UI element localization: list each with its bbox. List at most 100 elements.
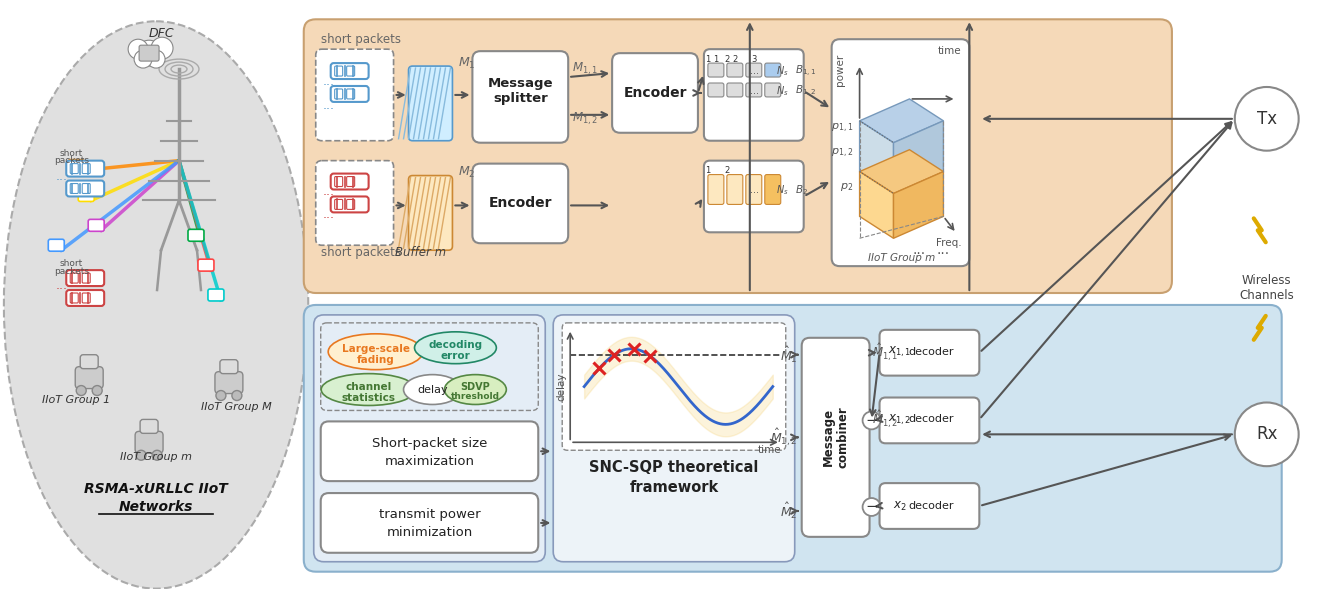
Text: decoder: decoder: [908, 501, 955, 511]
Ellipse shape: [404, 375, 462, 405]
FancyBboxPatch shape: [214, 372, 242, 394]
Text: Encoder: Encoder: [624, 86, 687, 100]
Text: delay: delay: [556, 372, 567, 401]
FancyBboxPatch shape: [331, 196, 368, 212]
Text: channel: channel: [346, 382, 392, 392]
Text: short: short: [60, 258, 83, 268]
Circle shape: [862, 411, 880, 430]
Text: ...: ...: [323, 185, 335, 198]
FancyBboxPatch shape: [879, 398, 980, 443]
Text: delay: delay: [417, 385, 448, 395]
FancyBboxPatch shape: [727, 83, 743, 97]
Text: packets: packets: [54, 267, 89, 276]
Circle shape: [136, 450, 146, 460]
Text: transmit power: transmit power: [379, 509, 481, 522]
Text: $B_{1,1}$: $B_{1,1}$: [794, 64, 816, 78]
Text: Networks: Networks: [119, 500, 193, 514]
FancyBboxPatch shape: [704, 160, 804, 232]
Text: 2: 2: [732, 55, 737, 64]
FancyBboxPatch shape: [745, 63, 761, 77]
Polygon shape: [894, 172, 944, 238]
Text: $\hat{M}_2$: $\hat{M}_2$: [780, 501, 798, 521]
Polygon shape: [859, 172, 894, 238]
Text: framework: framework: [629, 480, 719, 494]
FancyBboxPatch shape: [140, 419, 158, 433]
Text: Message
splitter: Message splitter: [487, 77, 553, 105]
FancyBboxPatch shape: [745, 175, 761, 204]
FancyBboxPatch shape: [315, 49, 393, 141]
FancyBboxPatch shape: [208, 289, 224, 301]
Text: $M_{1,1}$: $M_{1,1}$: [572, 61, 598, 77]
Text: Tx: Tx: [1256, 110, 1276, 128]
Text: $B_2$: $B_2$: [794, 183, 808, 198]
Text: Short-packet size: Short-packet size: [372, 437, 487, 450]
FancyBboxPatch shape: [48, 240, 65, 251]
Polygon shape: [859, 150, 944, 194]
FancyBboxPatch shape: [727, 63, 743, 77]
FancyBboxPatch shape: [66, 160, 105, 176]
Text: ...: ...: [937, 243, 951, 257]
Text: $p_{1,2}$: $p_{1,2}$: [831, 147, 854, 160]
FancyBboxPatch shape: [473, 51, 568, 143]
FancyBboxPatch shape: [708, 83, 724, 97]
FancyBboxPatch shape: [704, 49, 804, 141]
Text: ...: ...: [323, 99, 335, 112]
FancyBboxPatch shape: [409, 176, 453, 250]
FancyBboxPatch shape: [66, 270, 105, 286]
FancyBboxPatch shape: [563, 323, 785, 450]
Text: $N_s$: $N_s$: [776, 84, 788, 98]
Text: $\hat{M}_1$: $\hat{M}_1$: [780, 345, 798, 365]
Text: decoder: decoder: [908, 347, 955, 357]
Text: 1: 1: [706, 55, 711, 64]
Circle shape: [77, 386, 86, 395]
Ellipse shape: [414, 332, 496, 363]
Text: ...: ...: [323, 208, 335, 221]
Text: decoder: decoder: [908, 414, 955, 424]
FancyBboxPatch shape: [220, 360, 238, 373]
FancyBboxPatch shape: [78, 189, 94, 201]
Text: IIoT Group 1: IIoT Group 1: [42, 395, 110, 405]
Ellipse shape: [328, 334, 422, 370]
Text: 1: 1: [706, 166, 711, 175]
FancyBboxPatch shape: [331, 173, 368, 189]
Text: Message
combiner: Message combiner: [822, 407, 850, 468]
FancyBboxPatch shape: [727, 175, 743, 204]
Text: power: power: [834, 54, 845, 86]
Circle shape: [216, 391, 226, 401]
FancyBboxPatch shape: [612, 53, 698, 133]
Text: $p_{1,1}$: $p_{1,1}$: [831, 122, 854, 135]
Text: $B_{1,2}$: $B_{1,2}$: [794, 83, 816, 99]
Text: fading: fading: [356, 355, 395, 365]
Text: $x_2$: $x_2$: [892, 500, 907, 513]
Text: packets: packets: [54, 156, 89, 165]
Text: RSMA-xURLLC IIoT: RSMA-xURLLC IIoT: [85, 482, 228, 496]
Text: Wireless
Channels: Wireless Channels: [1239, 274, 1294, 302]
FancyBboxPatch shape: [314, 315, 545, 562]
FancyBboxPatch shape: [315, 160, 393, 245]
Text: maximization: maximization: [384, 455, 474, 468]
Text: DFC: DFC: [148, 27, 173, 40]
Text: 3: 3: [751, 55, 756, 64]
FancyBboxPatch shape: [75, 366, 103, 389]
Text: ...: ...: [323, 74, 335, 87]
Text: threshold: threshold: [451, 392, 500, 401]
Text: ...: ...: [912, 243, 925, 257]
FancyBboxPatch shape: [331, 86, 368, 102]
Circle shape: [136, 40, 162, 66]
Circle shape: [152, 450, 162, 460]
FancyBboxPatch shape: [708, 175, 724, 204]
Text: 2: 2: [724, 55, 730, 64]
Text: ...: ...: [751, 66, 759, 76]
Circle shape: [134, 50, 152, 68]
FancyBboxPatch shape: [708, 63, 724, 77]
FancyBboxPatch shape: [831, 39, 969, 266]
Circle shape: [151, 37, 173, 59]
FancyBboxPatch shape: [331, 63, 368, 79]
FancyBboxPatch shape: [745, 83, 761, 97]
Ellipse shape: [322, 373, 416, 405]
Text: decoding: decoding: [429, 340, 482, 350]
FancyBboxPatch shape: [409, 66, 453, 141]
FancyBboxPatch shape: [199, 259, 214, 271]
Text: $x_{1,1}$: $x_{1,1}$: [888, 345, 911, 359]
Text: short: short: [60, 149, 83, 158]
